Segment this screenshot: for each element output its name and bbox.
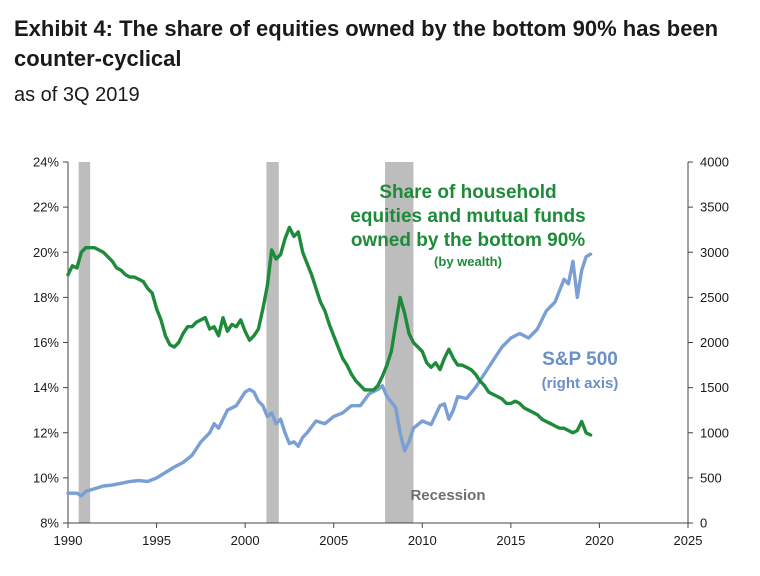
recession-label: Recession: [410, 487, 485, 504]
y-left-tick-label: 10%: [33, 470, 59, 485]
share-label-line-1: Share of household: [379, 182, 556, 203]
y-left-tick-label: 12%: [33, 425, 59, 440]
share-bottom90-line: [66, 225, 593, 437]
page-title: Exhibit 4: The share of equities owned b…: [14, 16, 719, 71]
x-tick-label: 2020: [585, 533, 614, 548]
sp500-line: [66, 252, 593, 498]
annotation-labels: Share of household equities and mutual f…: [350, 182, 618, 504]
y-right-tick-label: 3500: [700, 200, 729, 215]
y-left-tick-label: 8%: [40, 516, 59, 531]
y-right-tick-label: 500: [700, 470, 722, 485]
y-right-tick-label: 1000: [700, 425, 729, 440]
y-left-tick-label: 14%: [33, 380, 59, 395]
recession-band-2: [385, 162, 414, 523]
y-left-tick-label: 22%: [33, 200, 59, 215]
recession-band-1: [266, 162, 279, 523]
axes: 1990 1995 2000 2005 2010 2015 2020 2025 8% 10% 12%…: [33, 155, 729, 549]
sp500-label-sub: (right axis): [542, 375, 619, 392]
y-right-tick-label: 4000: [700, 155, 729, 170]
sp500-label: S&P 500: [542, 349, 618, 370]
series-lines: [66, 225, 593, 498]
share-label-sub: (by wealth): [434, 254, 502, 269]
y-left-tick-label: 24%: [33, 155, 59, 170]
x-tick-label: 2025: [674, 533, 703, 548]
x-tick-label: 2010: [408, 533, 437, 548]
y-right-tick-label: 2500: [700, 290, 729, 305]
x-tick-label: 2015: [496, 533, 525, 548]
x-tick-label: 1990: [54, 533, 83, 548]
y-left-tick-label: 18%: [33, 290, 59, 305]
share-label-line-3: owned by the bottom 90%: [351, 230, 585, 251]
y-right-tick-label: 0: [700, 516, 707, 531]
y-left-tick-label: 20%: [33, 245, 59, 260]
share-label-line-2: equities and mutual funds: [350, 206, 585, 227]
x-tick-label: 1995: [142, 533, 171, 548]
y-left-tick-label: 16%: [33, 335, 59, 350]
x-tick-label: 2000: [231, 533, 260, 548]
page-subtitle: as of 3Q 2019: [14, 84, 140, 106]
y-right-tick-label: 1500: [700, 380, 729, 395]
y-right-tick-label: 2000: [700, 335, 729, 350]
x-tick-label: 2005: [319, 533, 348, 548]
recession-band-0: [78, 162, 91, 523]
recession-bands: [78, 162, 414, 523]
y-right-tick-label: 3000: [700, 245, 729, 260]
